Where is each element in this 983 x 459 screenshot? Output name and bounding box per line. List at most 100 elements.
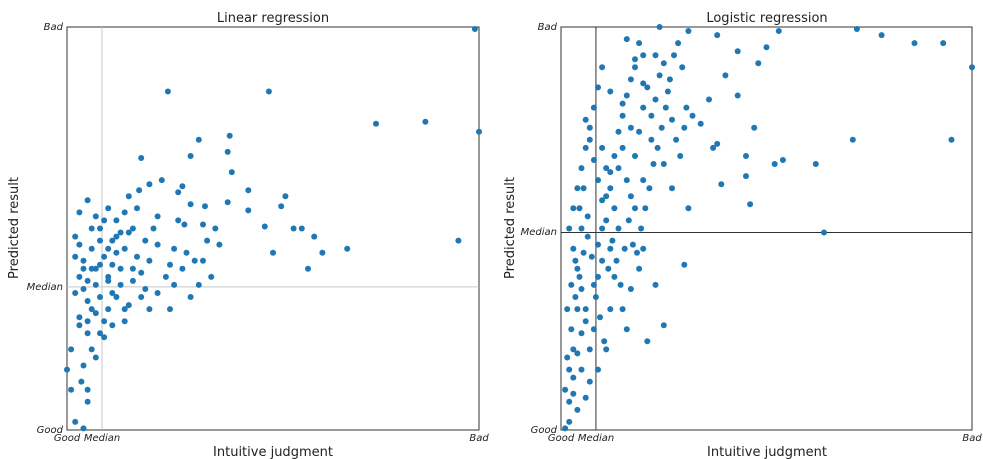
plot-frame [560, 26, 973, 431]
plot-frame [66, 26, 480, 431]
data-point [611, 205, 618, 212]
data-point [270, 249, 276, 256]
data-point [101, 217, 108, 224]
data-point [183, 249, 190, 256]
y-axis-label: Predicted result [7, 177, 22, 279]
data-point [578, 225, 585, 232]
data-point [582, 306, 589, 313]
data-point [586, 124, 593, 131]
data-point [689, 112, 696, 119]
data-point [109, 237, 116, 244]
data-point [175, 217, 182, 224]
data-point [142, 237, 149, 244]
data-point [564, 354, 571, 361]
data-point [648, 112, 655, 119]
data-point [570, 374, 577, 381]
data-point [734, 48, 741, 55]
data-point [578, 165, 585, 172]
data-point [605, 265, 612, 272]
data-point [652, 281, 659, 288]
data-point [278, 203, 285, 210]
data-point [113, 294, 120, 300]
data-point [566, 398, 573, 405]
data-point [84, 298, 91, 304]
data-point [117, 229, 124, 236]
data-point [675, 40, 682, 47]
data-point [84, 330, 91, 337]
data-point [632, 56, 638, 63]
data-point [669, 185, 675, 192]
data-point [812, 161, 819, 167]
data-point [623, 36, 630, 43]
data-point [78, 378, 85, 385]
data-point [158, 177, 165, 184]
data-point [615, 165, 622, 172]
data-point [109, 322, 116, 329]
data-point [601, 338, 608, 345]
data-point [373, 120, 379, 127]
data-point [319, 249, 326, 256]
data-point [88, 225, 95, 232]
data-point [216, 241, 223, 248]
data-point [755, 60, 762, 67]
data-point [669, 116, 675, 123]
data-point [652, 96, 659, 103]
data-point [671, 52, 677, 59]
data-point [566, 418, 573, 425]
data-point [664, 88, 671, 95]
data-point [599, 64, 606, 71]
data-point [105, 277, 112, 284]
data-point [751, 124, 758, 131]
data-point [654, 144, 661, 151]
data-point [603, 217, 610, 224]
data-point [97, 330, 103, 337]
data-point [566, 366, 573, 373]
data-point [191, 257, 198, 264]
data-point [64, 366, 70, 373]
chart-title: Logistic regression [706, 11, 827, 26]
data-point [80, 286, 87, 292]
data-point [109, 290, 116, 296]
data-point [590, 281, 597, 288]
data-point [747, 201, 754, 208]
data-point [121, 306, 128, 313]
data-point [570, 245, 577, 252]
data-point [578, 286, 585, 292]
data-point [586, 346, 593, 353]
data-point [224, 199, 231, 206]
data-point [592, 294, 599, 300]
data-point [595, 84, 601, 91]
data-point [138, 269, 145, 276]
data-point [607, 169, 614, 176]
data-point [298, 225, 305, 232]
data-point [200, 221, 206, 228]
data-point [202, 203, 208, 210]
data-point [775, 28, 782, 34]
data-point [80, 257, 87, 264]
data-point [136, 187, 143, 194]
data-point [599, 197, 606, 204]
data-point [208, 273, 215, 280]
data-point [607, 185, 614, 192]
data-point [92, 310, 99, 317]
data-point [179, 183, 186, 190]
data-point [603, 346, 610, 353]
data-point [117, 265, 124, 272]
data-point [603, 193, 610, 200]
data-point [134, 205, 140, 212]
data-point [97, 261, 103, 268]
data-point [129, 265, 136, 272]
y-tick-bad: Bad [44, 22, 64, 33]
data-point [636, 128, 643, 135]
x-tick-good: Good [54, 433, 81, 444]
data-point [125, 193, 132, 200]
data-point [134, 253, 140, 260]
data-point [125, 302, 132, 309]
data-point [80, 362, 87, 369]
data-point [714, 32, 721, 39]
data-point [636, 40, 643, 47]
data-point [566, 225, 573, 232]
data-point [743, 153, 749, 159]
data-point [576, 273, 583, 280]
data-point [570, 390, 577, 397]
